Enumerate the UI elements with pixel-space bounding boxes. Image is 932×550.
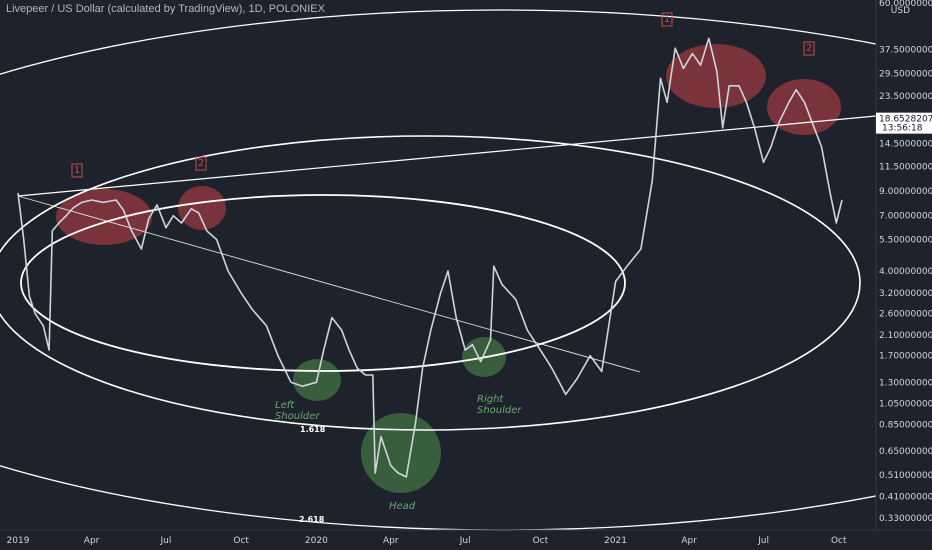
head-label: Head bbox=[389, 501, 416, 512]
y-tick-label: 5.50000000 bbox=[879, 236, 932, 246]
marker-box-1 bbox=[71, 163, 83, 178]
head-zone bbox=[361, 413, 441, 493]
y-tick-label: 2.10000000 bbox=[879, 331, 932, 341]
right-shoulder-label: Right Shoulder bbox=[477, 394, 522, 416]
x-tick-label: Oct bbox=[831, 536, 847, 546]
x-tick-label: Oct bbox=[233, 536, 249, 546]
x-tick-label: Jul bbox=[160, 536, 172, 546]
y-tick-label: 0.33000000 bbox=[879, 514, 932, 524]
y-tick-label: 23.50000000 bbox=[879, 92, 932, 102]
y-tick-label: 60.00000000 bbox=[879, 0, 932, 9]
y-tick-label: 1.30000000 bbox=[879, 378, 932, 388]
marker-box-3 bbox=[661, 12, 673, 27]
price-line bbox=[17, 37, 843, 478]
x-tick-label: 2021 bbox=[604, 536, 627, 546]
fib-label-1: 1.618 bbox=[300, 425, 326, 434]
y-tick-label: 37.50000000 bbox=[879, 46, 932, 56]
y-tick-label: 1.05000000 bbox=[879, 399, 932, 409]
x-tick-label: Jul bbox=[757, 536, 769, 546]
y-tick-label: 1.70000000 bbox=[879, 352, 932, 362]
x-tick-label: Apr bbox=[681, 536, 697, 546]
y-tick-label: 29.50000000 bbox=[879, 69, 932, 79]
marker-label-4: 2 bbox=[806, 43, 812, 54]
red-zone-3 bbox=[666, 44, 766, 108]
y-tick-label: 0.65000000 bbox=[879, 447, 932, 457]
x-tick-label: Apr bbox=[84, 536, 100, 546]
marker-label-2: 2 bbox=[198, 158, 204, 169]
y-tick-label: 0.85000000 bbox=[879, 420, 932, 430]
price-series bbox=[17, 37, 843, 478]
y-tick-label: 0.51000000 bbox=[879, 471, 932, 481]
marker-box-2 bbox=[195, 156, 207, 171]
y-axis-bg bbox=[876, 0, 932, 550]
x-tick-label: 2020 bbox=[305, 536, 328, 546]
x-axis: 2019 Apr Jul Oct 2020 Apr Jul Oct 2021 Apr Jul Oct bbox=[0, 529, 932, 546]
y-axis-unit: USD bbox=[891, 6, 910, 16]
inner-ellipse bbox=[20, 194, 626, 372]
x-tick-label: 2019 bbox=[7, 536, 30, 546]
y-tick-label: 0.41000000 bbox=[879, 493, 932, 503]
last-price-tag bbox=[876, 112, 932, 134]
y-tick-label: 11.50000000 bbox=[879, 163, 932, 173]
y-tick-label: 3.20000000 bbox=[879, 289, 932, 299]
left-shoulder-label: Left Shoulder bbox=[275, 400, 320, 422]
y-tick-label: 4.00000000 bbox=[879, 267, 932, 277]
red-zone-2 bbox=[178, 186, 226, 230]
x-tick-label: Apr bbox=[383, 536, 399, 546]
marker-label-1: 1 bbox=[74, 165, 80, 176]
fib-label-2: 2.618 bbox=[299, 515, 325, 524]
y-tick-label: 2.60000000 bbox=[879, 310, 932, 320]
middle-ellipse bbox=[0, 135, 861, 431]
chart-title: Livepeer / US Dollar (calculated by Trad… bbox=[6, 3, 325, 15]
x-tick-label: Jul bbox=[459, 536, 471, 546]
annotations: 1 2 1 2 Left Shoulder Head Right Shoulder 1.618 2.… bbox=[71, 12, 815, 524]
y-tick-label: 7.00000000 bbox=[879, 212, 932, 222]
spacer-line bbox=[0, 300, 876, 455]
marker-box-4 bbox=[803, 41, 815, 56]
upper-trend-line bbox=[17, 115, 877, 197]
y-tick-label: 9.00000000 bbox=[879, 187, 932, 197]
highlight-zones bbox=[56, 44, 841, 493]
countdown-value: 13:56:18 bbox=[882, 124, 923, 134]
x-tick-label: Oct bbox=[533, 536, 549, 546]
y-tick-label: 14.50000000 bbox=[879, 140, 932, 150]
marker-label-3: 1 bbox=[664, 14, 670, 25]
